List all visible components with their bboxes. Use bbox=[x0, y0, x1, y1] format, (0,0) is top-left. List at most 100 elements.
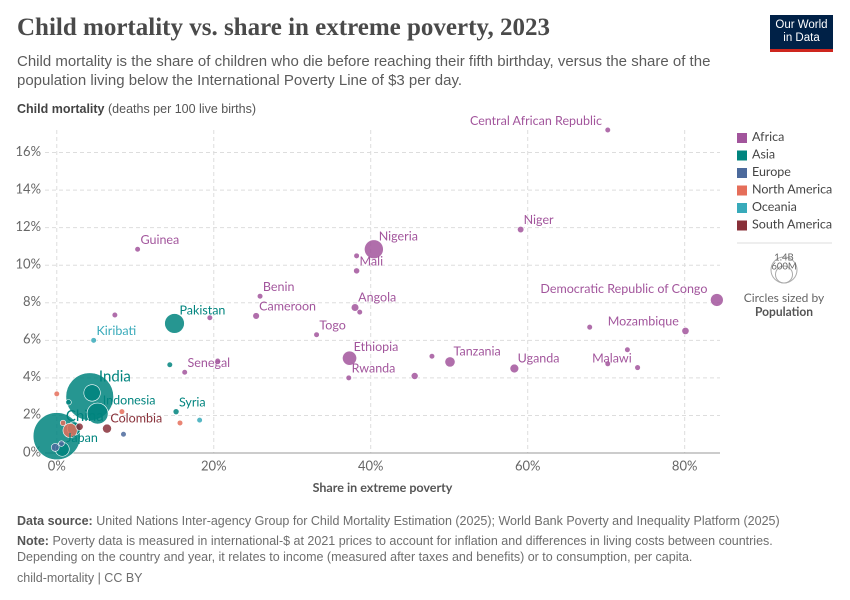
data-label: Tanzania bbox=[454, 344, 501, 359]
bubble bbox=[624, 346, 631, 353]
bubble bbox=[634, 364, 641, 371]
size-legend-label: 600M bbox=[771, 261, 796, 272]
legend-label: Africa bbox=[752, 129, 784, 144]
logo-line: Our World bbox=[775, 19, 828, 31]
bubble bbox=[50, 443, 60, 452]
bubble bbox=[53, 390, 60, 397]
y-tick-label: 14% bbox=[16, 180, 42, 196]
bubble bbox=[58, 440, 65, 447]
legend-swatch bbox=[737, 185, 747, 196]
legend-swatch bbox=[737, 203, 747, 213]
y-tick-label: 10% bbox=[16, 256, 42, 272]
bubble bbox=[65, 399, 72, 406]
data-label: Niger bbox=[524, 212, 554, 227]
bubble bbox=[90, 337, 97, 344]
logo-line: in Data bbox=[783, 32, 820, 44]
note-text: Poverty data is measured in internationa… bbox=[17, 534, 773, 564]
data-label: Togo bbox=[319, 317, 345, 332]
source: Data source: United Nations Inter-agency… bbox=[17, 513, 817, 529]
data-label: China bbox=[66, 407, 104, 425]
y-axis-unit: (deaths per 100 live births) bbox=[108, 102, 256, 116]
bubble bbox=[586, 324, 593, 331]
data-label: Uganda bbox=[518, 350, 560, 365]
bubble bbox=[350, 303, 360, 312]
bubble bbox=[206, 314, 213, 321]
data-label: Malawi bbox=[592, 350, 632, 365]
source-label: Data source: bbox=[17, 514, 93, 528]
x-axis-label: Share in extreme poverty bbox=[313, 480, 453, 495]
size-legend-circle bbox=[774, 265, 794, 284]
x-tick-label: 80% bbox=[672, 457, 698, 473]
bubble bbox=[710, 293, 724, 307]
x-tick-label: 60% bbox=[515, 457, 541, 473]
bubble bbox=[176, 419, 184, 427]
y-axis-title: Child mortality bbox=[17, 102, 105, 116]
bubble bbox=[509, 363, 520, 374]
data-label: Rwanda bbox=[352, 361, 396, 376]
bubble bbox=[164, 313, 185, 334]
legend-label: Europe bbox=[752, 164, 791, 179]
data-label: Syria bbox=[179, 394, 206, 409]
legend-swatch bbox=[737, 150, 747, 161]
y-tick-label: 4% bbox=[23, 368, 41, 384]
data-label: India bbox=[99, 368, 131, 386]
bubble bbox=[517, 225, 525, 234]
data-label: Senegal bbox=[188, 355, 231, 370]
logo[interactable]: Our World in Data bbox=[770, 15, 833, 52]
bubble bbox=[111, 311, 118, 319]
legend-label: South America bbox=[752, 217, 832, 232]
x-tick-label: 0% bbox=[48, 457, 66, 473]
bubble bbox=[172, 408, 180, 415]
bubble bbox=[364, 239, 384, 260]
y-tick-label: 2% bbox=[23, 406, 41, 422]
y-tick-label: 12% bbox=[16, 218, 42, 234]
bubble bbox=[345, 374, 352, 381]
data-label: Democratic Republic of Congo bbox=[540, 281, 707, 296]
y-tick-label: 6% bbox=[23, 331, 41, 347]
y-tick-label: 16% bbox=[16, 143, 42, 159]
source-text: United Nations Inter-agency Group for Ch… bbox=[96, 514, 780, 528]
bubble bbox=[120, 431, 127, 438]
bubble bbox=[118, 408, 126, 415]
data-label: Nigeria bbox=[379, 229, 418, 244]
bubble bbox=[166, 361, 173, 368]
legend-swatch bbox=[737, 168, 747, 178]
legend-swatch bbox=[737, 133, 747, 143]
bubble bbox=[444, 356, 456, 368]
bubble bbox=[604, 126, 611, 134]
bubble bbox=[410, 372, 419, 380]
bubble bbox=[353, 267, 360, 275]
data-label: Benin bbox=[263, 279, 295, 294]
bubble bbox=[353, 252, 360, 259]
data-label: Mozambique bbox=[608, 313, 679, 328]
data-label: Kiribati bbox=[97, 323, 137, 338]
bubble bbox=[214, 357, 221, 365]
size-legend-label: 1.4B bbox=[774, 252, 793, 263]
x-tick-label: 40% bbox=[358, 457, 384, 473]
license: child-mortality | CC BY bbox=[17, 571, 143, 585]
bubble bbox=[313, 331, 320, 338]
legend-label: Oceania bbox=[752, 199, 797, 214]
bubble bbox=[134, 246, 141, 253]
note: Note: Poverty data is measured in intern… bbox=[17, 533, 817, 565]
bubble bbox=[86, 402, 109, 425]
data-label: Angola bbox=[358, 290, 396, 305]
size-legend-variable: Population bbox=[755, 304, 813, 319]
data-label: Cameroon bbox=[259, 298, 316, 313]
data-label: Central African Republic bbox=[470, 113, 602, 128]
data-label: Pakistan bbox=[179, 303, 225, 318]
bubble bbox=[181, 369, 188, 376]
y-axis-label: Child mortality (deaths per 100 live bir… bbox=[17, 102, 256, 116]
bubble bbox=[59, 419, 67, 427]
data-label: Guinea bbox=[140, 232, 179, 247]
bubble bbox=[252, 312, 260, 320]
bubble bbox=[62, 423, 78, 438]
data-label: Colombia bbox=[110, 410, 162, 425]
y-tick-label: 8% bbox=[23, 293, 41, 309]
data-label: Japan bbox=[66, 430, 97, 445]
bubble bbox=[256, 293, 264, 300]
legend-swatch bbox=[737, 220, 747, 231]
bubble bbox=[75, 422, 84, 431]
bubble bbox=[604, 360, 611, 367]
